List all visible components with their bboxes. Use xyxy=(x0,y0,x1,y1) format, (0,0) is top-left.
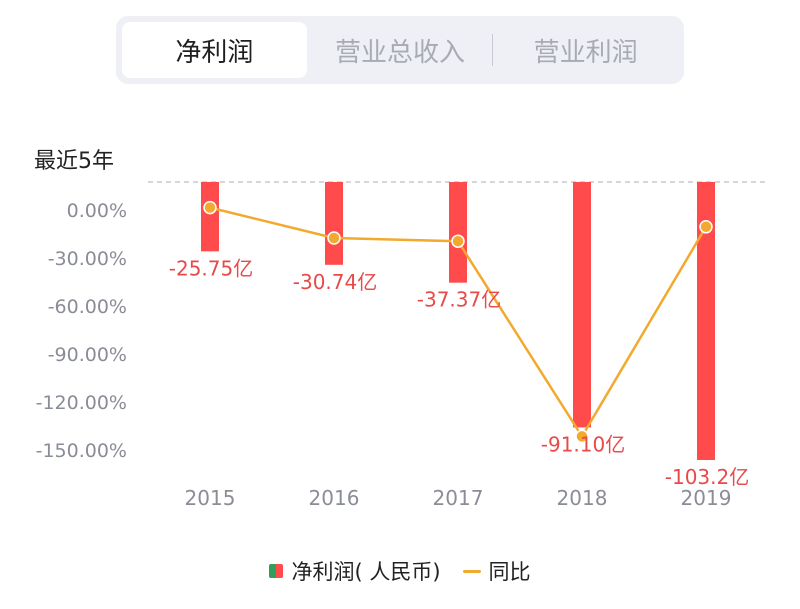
period-label: 最近5年 xyxy=(34,149,114,174)
tab-net-profit[interactable]: 净利润 xyxy=(122,22,307,78)
legend-label-net-profit: 净利润( 人民币) xyxy=(291,560,441,584)
bar-value-label: -103.2亿 xyxy=(665,465,749,489)
x-tick-label: 2019 xyxy=(681,486,732,510)
y-tick-label: -90.00% xyxy=(48,344,127,366)
x-tick-label: 2017 xyxy=(433,486,484,510)
tab-total-revenue[interactable]: 营业总收入 xyxy=(335,37,466,68)
x-tick-label: 2015 xyxy=(185,486,236,510)
legend-item-yoy[interactable]: 同比 xyxy=(462,556,531,586)
bar-value-label: -25.75亿 xyxy=(169,256,253,280)
bar-net-profit xyxy=(573,182,591,428)
bar-net-profit xyxy=(325,182,343,265)
line-swatch-icon xyxy=(462,569,481,573)
bar-value-label: -30.74亿 xyxy=(293,270,377,294)
y-tick-label: 0.00% xyxy=(67,200,127,222)
chart-legend: 净利润( 人民币) 同比 xyxy=(0,555,800,587)
bar-value-label: -37.37亿 xyxy=(417,288,501,312)
net-profit-chart: 0.00% -30.00% -60.00% -90.00% -120.00% -150.0… xyxy=(36,181,768,510)
x-tick-label: 2016 xyxy=(309,486,360,510)
bar-net-profit xyxy=(201,182,219,252)
bar-net-profit xyxy=(697,182,715,460)
tab-divider xyxy=(492,34,494,66)
bar-swatch-icon xyxy=(269,564,284,578)
point-yoy xyxy=(575,429,589,444)
x-tick-label: 2018 xyxy=(557,486,608,510)
y-tick-label: -120.00% xyxy=(36,392,127,414)
point-yoy xyxy=(451,234,465,248)
legend-label-yoy: 同比 xyxy=(488,560,531,584)
point-yoy xyxy=(327,231,341,245)
bar-net-profit xyxy=(449,182,467,283)
y-tick-label: -30.00% xyxy=(48,248,127,270)
legend-item-net-profit[interactable]: 净利润( 人民币) xyxy=(269,556,441,586)
y-tick-label: -150.00% xyxy=(36,440,127,462)
point-yoy xyxy=(203,200,217,215)
bar-value-label: -91.10亿 xyxy=(541,432,625,456)
point-yoy xyxy=(699,220,713,234)
metric-segmented-control: 净利润 营业总收入 营业利润 xyxy=(116,16,684,84)
y-tick-label: -60.00% xyxy=(48,296,127,318)
tab-operating-profit[interactable]: 营业利润 xyxy=(533,37,638,68)
